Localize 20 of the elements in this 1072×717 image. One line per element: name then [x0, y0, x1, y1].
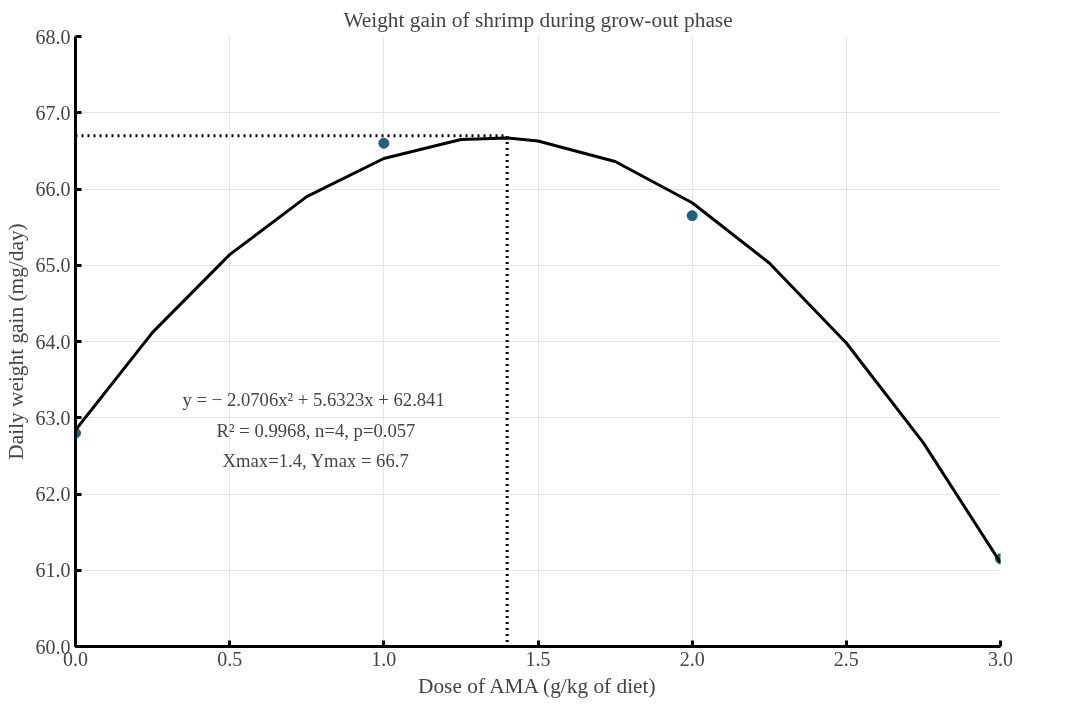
x-tick-label: 3.0	[988, 647, 1013, 670]
y-tick-label: 61.0	[35, 559, 71, 582]
y-tick-label: 66.0	[35, 178, 71, 200]
annotation: R² = 0.9968, n=4, p=0.057	[216, 419, 416, 441]
y-tick-label: 67.0	[35, 101, 71, 124]
y-tick-label: 63.0	[35, 406, 71, 429]
annotation: Xmax=1.4, Ymax = 66.7	[222, 450, 409, 472]
annotation: y = − 2.0706x² + 5.6323x + 62.841	[182, 389, 445, 411]
y-tick-label: 64.0	[35, 330, 71, 353]
y-tick-label: 65.0	[35, 254, 71, 277]
x-tick-label: 1.0	[371, 647, 397, 670]
y-axis-title: Daily weight gain (mg/day)	[3, 223, 28, 460]
x-tick-label: 2.5	[833, 647, 859, 670]
x-axis-title: Dose of AMA (g/kg of diet)	[418, 673, 656, 698]
x-tick-label: 1.5	[525, 647, 551, 670]
chart-title: Weight gain of shrimp during grow-out phase	[343, 7, 733, 32]
y-tick-label: 68.0	[35, 25, 71, 48]
x-tick-label: 2.0	[679, 647, 705, 670]
x-tick-label: 0.5	[217, 647, 243, 670]
y-tick-label: 62.0	[35, 483, 71, 505]
